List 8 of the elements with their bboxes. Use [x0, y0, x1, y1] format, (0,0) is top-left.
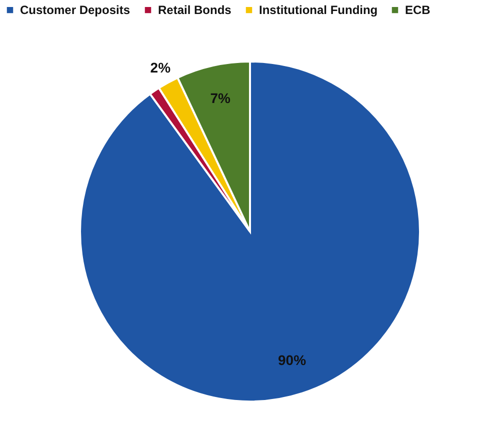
legend-label: ECB	[405, 3, 431, 18]
data-label: 2%	[150, 60, 172, 76]
legend-label: Customer Deposits	[20, 3, 130, 18]
data-label: 90%	[278, 352, 307, 368]
legend-label: Institutional Funding	[259, 3, 378, 18]
data-label: 7%	[210, 90, 231, 106]
pie-slice	[79, 60, 421, 402]
legend-label: Retail Bonds	[158, 3, 232, 18]
